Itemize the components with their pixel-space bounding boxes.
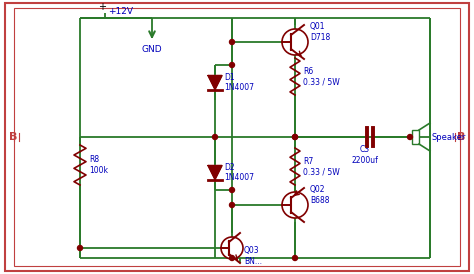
Text: D1
1N4007: D1 1N4007 [224,73,254,92]
Circle shape [408,135,412,139]
Text: R7
0.33 / 5W: R7 0.33 / 5W [303,157,340,176]
Text: Q01
D718: Q01 D718 [310,22,330,42]
Circle shape [282,192,308,218]
Polygon shape [208,165,222,179]
Circle shape [229,255,235,261]
Text: Q03
BN...: Q03 BN... [244,246,262,266]
Text: +12V: +12V [108,7,133,16]
Circle shape [229,202,235,207]
Text: +: + [98,2,106,12]
Circle shape [292,135,298,139]
Text: B: B [457,132,465,142]
Circle shape [292,255,298,261]
Text: GND: GND [142,45,162,55]
Text: Speaker: Speaker [432,133,466,141]
Text: D2
1N4007: D2 1N4007 [224,163,254,182]
Text: B: B [9,132,17,142]
Circle shape [221,237,243,259]
Circle shape [229,187,235,193]
Text: R6
0.33 / 5W: R6 0.33 / 5W [303,67,340,86]
Circle shape [78,246,82,250]
Text: C3
2200uf: C3 2200uf [352,145,378,165]
Circle shape [292,135,298,139]
Circle shape [229,62,235,67]
Bar [412,130,419,144]
Circle shape [212,135,218,139]
Circle shape [229,39,235,44]
Text: R8
100k: R8 100k [89,155,108,175]
Polygon shape [208,76,222,90]
Text: Q02
B688: Q02 B688 [310,185,329,205]
Circle shape [282,29,308,55]
